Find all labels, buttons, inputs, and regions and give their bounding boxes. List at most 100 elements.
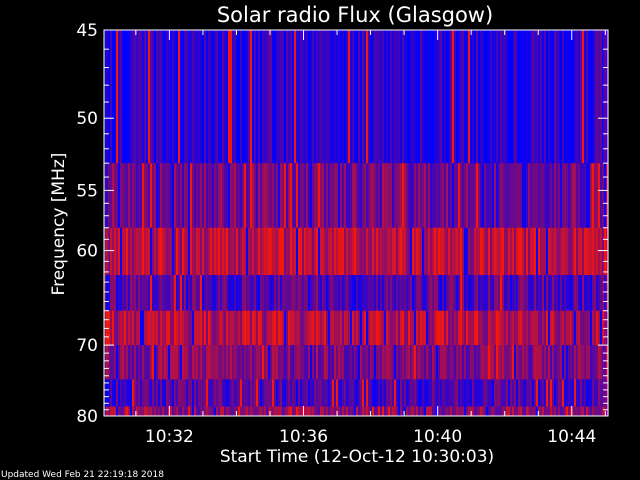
heatmap-cell: [202, 379, 205, 407]
heatmap-cell: [360, 275, 363, 312]
heatmap-cell: [484, 275, 487, 312]
heatmap-cell: [344, 406, 347, 417]
heatmap-cell: [246, 275, 249, 312]
heatmap-cell: [548, 345, 551, 380]
heatmap-cell: [326, 227, 329, 276]
heatmap-cell: [590, 379, 593, 407]
heatmap-cell: [290, 275, 293, 312]
heatmap-cell: [338, 30, 341, 164]
heatmap-cell: [374, 275, 377, 312]
heatmap-cell: [356, 30, 359, 164]
heatmap-cell: [358, 406, 361, 417]
heatmap-cell: [390, 163, 393, 229]
heatmap-cell: [264, 379, 267, 407]
heatmap-cell: [558, 310, 561, 346]
heatmap-cell: [410, 379, 413, 407]
heatmap-cell: [594, 406, 597, 417]
heatmap-cell: [334, 30, 337, 164]
heatmap-cell: [332, 227, 335, 276]
heatmap-cell: [158, 379, 161, 407]
heatmap-cell: [316, 30, 319, 164]
heatmap-cell: [446, 345, 449, 380]
heatmap-cell: [600, 275, 603, 312]
heatmap-cell: [502, 227, 505, 276]
heatmap-cell: [142, 227, 145, 276]
heatmap-cell: [130, 30, 133, 164]
heatmap-cell: [122, 345, 125, 380]
heatmap-cell: [112, 345, 115, 380]
heatmap-cell: [338, 379, 341, 407]
heatmap-cell: [532, 30, 535, 164]
heatmap-cell: [192, 227, 195, 276]
heatmap-cell: [108, 379, 111, 407]
heatmap-cell: [200, 163, 203, 229]
heatmap-cell: [550, 275, 553, 312]
heatmap-cell: [602, 227, 605, 276]
heatmap-cell: [430, 310, 433, 346]
heatmap-cell: [352, 275, 355, 312]
heatmap-cell: [566, 345, 569, 380]
heatmap-cell: [164, 30, 167, 164]
heatmap-cell: [162, 310, 165, 346]
heatmap-cell: [370, 163, 373, 229]
heatmap-cell: [418, 163, 421, 229]
heatmap-cell: [368, 379, 371, 407]
heatmap-cell: [308, 379, 311, 407]
heatmap-cell: [586, 310, 589, 346]
heatmap-cell: [206, 227, 209, 276]
heatmap-cell: [420, 345, 423, 380]
heatmap-cell: [286, 30, 289, 164]
heatmap-cell: [548, 379, 551, 407]
heatmap-cell: [278, 163, 281, 229]
heatmap-cell: [442, 310, 445, 346]
heatmap-cell: [206, 275, 209, 312]
heatmap-cell: [360, 227, 363, 276]
heatmap-cell: [476, 379, 479, 407]
heatmap-cell: [166, 163, 169, 229]
heatmap-cell: [190, 379, 193, 407]
x-tick-label: 10:40: [413, 427, 462, 447]
heatmap-cell: [314, 406, 317, 417]
heatmap-cell: [556, 227, 559, 276]
heatmap-cell: [488, 310, 491, 346]
heatmap-cell: [260, 310, 263, 346]
heatmap-cell: [320, 345, 323, 380]
heatmap-cell: [434, 275, 437, 312]
heatmap-cell: [474, 275, 477, 312]
heatmap-cell: [600, 345, 603, 380]
heatmap-cell: [430, 406, 433, 417]
heatmap-cell: [484, 30, 487, 164]
heatmap-cell: [502, 406, 505, 417]
heatmap-cell: [260, 275, 263, 312]
heatmap-cell: [486, 345, 489, 380]
frequency-band-3: [104, 275, 609, 312]
heatmap-cell: [356, 275, 359, 312]
heatmap-cell: [132, 406, 135, 417]
heatmap-cell: [578, 310, 581, 346]
heatmap-cell: [242, 227, 245, 276]
heatmap-cell: [136, 30, 139, 164]
heatmap-cell: [344, 275, 347, 312]
heatmap-cell: [350, 345, 353, 380]
heatmap-cell: [172, 345, 175, 380]
heatmap-cell: [328, 310, 331, 346]
heatmap-cell: [242, 30, 245, 164]
heatmap-cell: [412, 227, 415, 276]
heatmap-cell: [186, 30, 189, 164]
heatmap-cell: [344, 30, 347, 164]
heatmap-cell: [270, 30, 273, 164]
heatmap-cell: [266, 275, 269, 312]
heatmap-cell: [262, 310, 265, 346]
heatmap-cell: [106, 345, 109, 380]
heatmap-cell: [112, 310, 115, 346]
heatmap-cell: [144, 163, 147, 229]
heatmap-cell: [254, 310, 257, 346]
heatmap-cell: [524, 345, 527, 380]
heatmap-cell: [214, 275, 217, 312]
heatmap-cell: [514, 406, 517, 417]
heatmap-cell: [140, 310, 143, 346]
heatmap-cell: [336, 227, 339, 276]
heatmap-cell: [326, 163, 329, 229]
heatmap-cell: [110, 275, 113, 312]
heatmap-cell: [198, 30, 201, 164]
